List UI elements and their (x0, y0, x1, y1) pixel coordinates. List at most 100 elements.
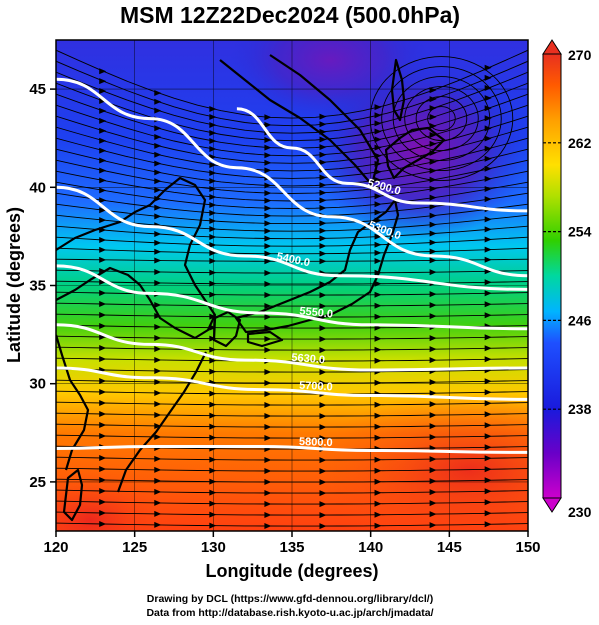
streamline-arrow (209, 291, 217, 298)
low-circulation-ring (415, 96, 468, 142)
streamline-arrow (99, 78, 107, 85)
y-tick-label-25: 25 (29, 474, 46, 491)
y-tick-label-40: 40 (29, 179, 46, 196)
streamline-arrow (264, 512, 272, 519)
streamline-arrow (209, 434, 217, 441)
streamline (56, 467, 528, 472)
streamline-arrow (154, 231, 162, 238)
streamline-arrow (374, 112, 382, 119)
streamline-arrow (319, 369, 327, 376)
streamline-arrow (429, 313, 437, 320)
streamline-arrow (319, 197, 327, 204)
streamline-arrow (429, 257, 437, 264)
streamline-arrow (209, 269, 217, 276)
x-tick-label-150: 150 (515, 539, 540, 556)
streamline-arrow (429, 291, 437, 298)
streamline-arrow (429, 87, 437, 94)
streamline-arrow (484, 301, 492, 308)
streamline-arrow (209, 130, 217, 137)
streamline-arrow (429, 114, 437, 121)
streamline-arrow (319, 151, 327, 158)
streamline-arrow (374, 257, 382, 264)
y-axis-ticks: 25 30 35 40 45 (29, 81, 56, 491)
streamline-arrow (484, 290, 492, 297)
coastlines (56, 54, 446, 522)
streamline-arrow (429, 105, 437, 112)
streamline-arrow (319, 182, 327, 189)
streamline-arrow (154, 204, 162, 211)
streamline-arrow (264, 292, 272, 299)
streamline-arrow (209, 368, 217, 375)
x-tick-label-140: 140 (358, 539, 383, 556)
streamline-arrow (99, 521, 107, 528)
streamline-arrow (429, 522, 437, 529)
streamline (56, 203, 528, 225)
streamline-arrow (484, 175, 492, 182)
streamline-arrow (429, 96, 437, 103)
streamline-arrow (484, 433, 492, 440)
streamline-arrow (209, 178, 217, 185)
streamline-arrow (154, 510, 162, 517)
streamline-arrow (154, 411, 162, 418)
streamline (56, 159, 528, 194)
streamline (56, 423, 528, 428)
streamline-arrow (209, 423, 217, 430)
streamline-arrow (209, 456, 217, 463)
streamline-arrow (99, 187, 107, 194)
streamline-arrow (99, 157, 107, 164)
low-circulation-ring (392, 76, 491, 162)
streamline-arrow (484, 155, 492, 162)
streamline-arrow (319, 490, 327, 497)
streamline-arrow (209, 522, 217, 529)
streamline-arrow (209, 242, 217, 249)
streamline-arrow (484, 312, 492, 319)
streamline-arrow (154, 257, 162, 264)
contour-label-5550.0: 5550.0 (299, 305, 334, 321)
streamline-arrow (264, 336, 272, 343)
streamline-arrow (99, 88, 107, 95)
streamline-arrow (484, 378, 492, 385)
streamline-arrow (319, 113, 327, 120)
streamline-arrow (264, 167, 272, 174)
streamline-arrow (374, 280, 382, 287)
x-axis-title: Longitude (degrees) (205, 561, 378, 581)
streamline-arrow (209, 226, 217, 233)
streamline-arrow (374, 177, 382, 184)
streamline-arrow (99, 510, 107, 517)
streamline-arrow (374, 511, 382, 518)
streamline-arrow (319, 292, 327, 299)
streamline-arrow (264, 303, 272, 310)
colorbar-label-254: 254 (568, 224, 592, 240)
streamline-arrow (264, 121, 272, 128)
streamline-arrow (209, 357, 217, 364)
streamline-arrow (374, 136, 382, 143)
credit-drawing: Drawing by DCL (https://www.gfd-dennou.o… (146, 593, 434, 605)
streamline-arrow (264, 114, 272, 121)
streamline-arrow (374, 434, 382, 441)
streamline-arrow (99, 137, 107, 144)
streamline-arrow (484, 64, 492, 71)
streamline-arrow (209, 478, 217, 485)
streamline-arrow (154, 422, 162, 429)
streamline-arrow (154, 356, 162, 363)
streamline (56, 368, 528, 373)
streamline-arrow (319, 413, 327, 420)
cold-low-west (230, 40, 430, 120)
streamline-arrow (264, 369, 272, 376)
colorbar-label-246: 246 (568, 312, 592, 328)
streamline-arrow (99, 107, 107, 114)
streamline (56, 71, 528, 134)
streamline-arrow (429, 302, 437, 309)
streamline-arrow (154, 268, 162, 275)
y-tick-label-35: 35 (29, 278, 46, 295)
streamline-arrow (154, 239, 162, 246)
streamline-arrow (209, 390, 217, 397)
contour-5400.0 (56, 185, 528, 291)
streamline-arrow (264, 402, 272, 409)
streamline-arrow (209, 511, 217, 518)
plot-area: 5200.05300.05400.05550.05630.05700.05800… (56, 40, 528, 531)
streamline-arrow (374, 128, 382, 135)
streamline-arrow (319, 136, 327, 143)
streamline (56, 511, 528, 516)
streamline-arrow (374, 379, 382, 386)
